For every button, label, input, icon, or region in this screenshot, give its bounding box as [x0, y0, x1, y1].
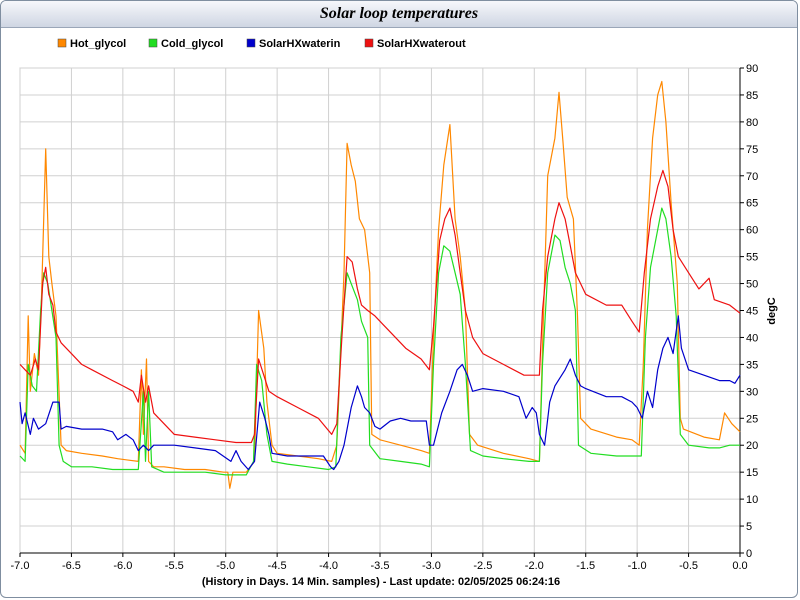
legend-label: SolarHXwaterin: [259, 38, 341, 50]
x-tick-label: -4.0: [319, 560, 338, 572]
y-tick-label: 35: [746, 359, 758, 371]
x-tick-label: -3.0: [422, 560, 441, 572]
axes: -7.0 -6.5 -6.0 -5.5 -5.0 -4.5 -4.0 -3.5 -3.0 -2.5…: [11, 63, 759, 572]
series-group: [19, 80, 741, 489]
x-tick-label: -2.5: [473, 560, 492, 572]
x-tick-label: -6.0: [113, 560, 132, 572]
y-tick-label: 80: [746, 117, 758, 129]
legend-label: Cold_glycol: [161, 38, 223, 50]
y-tick-label: 70: [746, 171, 758, 183]
x-tick-label: 0.0: [732, 560, 747, 572]
grid: [19, 67, 741, 554]
y-tick-label: 55: [746, 252, 758, 264]
y-tick-label: 5: [746, 521, 752, 533]
y-tick-label: 30: [746, 386, 758, 398]
x-tick-label: -1.5: [576, 560, 595, 572]
series-line-solarhxwaterin: [19, 315, 741, 471]
y-axis-label: degC: [766, 297, 778, 325]
x-tick-label: -5.5: [165, 560, 184, 572]
series-line-solarhxwaterout: [19, 169, 741, 444]
legend-swatch: [148, 38, 158, 48]
y-tick-label: 0: [746, 548, 752, 560]
x-tick-label: -2.0: [525, 560, 544, 572]
x-axis-label: (History in Days. 14 Min. samples) - Las…: [202, 576, 560, 588]
chart-title: Solar loop temperatures: [1, 1, 797, 28]
y-tick-label: 10: [746, 494, 758, 506]
legend-swatch: [364, 38, 374, 48]
x-tick-label: -7.0: [11, 560, 30, 572]
y-tick-label: 65: [746, 198, 758, 210]
y-tick-label: 85: [746, 90, 758, 102]
series-line-hot_glycol: [19, 80, 741, 489]
x-tick-label: -4.5: [268, 560, 287, 572]
y-tick-label: 60: [746, 225, 758, 237]
legend-label: Hot_glycol: [70, 38, 126, 50]
legend-swatch: [246, 38, 256, 48]
series-line-cold_glycol: [19, 207, 740, 476]
y-tick-label: 90: [746, 63, 758, 75]
legend-swatch: [57, 38, 67, 48]
y-tick-label: 15: [746, 467, 758, 479]
y-tick-label: 25: [746, 413, 758, 425]
x-tick-label: -3.5: [371, 560, 390, 572]
x-tick-label: -1.0: [628, 560, 647, 572]
x-tick-label: -0.5: [679, 560, 698, 572]
y-tick-label: 45: [746, 306, 758, 318]
legend-label: SolarHXwaterout: [377, 38, 466, 50]
x-tick-label: -6.5: [62, 560, 81, 572]
y-tick-label: 20: [746, 440, 758, 452]
y-tick-label: 40: [746, 332, 758, 344]
x-tick-label: -5.0: [216, 560, 235, 572]
y-tick-label: 50: [746, 279, 758, 291]
y-tick-label: 75: [746, 144, 758, 156]
legend: Hot_glycol Cold_glycol SolarHXwaterin Solar…: [57, 38, 466, 50]
